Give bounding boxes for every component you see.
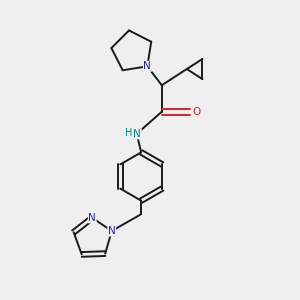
Text: N: N [88, 213, 96, 223]
Text: N: N [134, 129, 141, 139]
Text: O: O [192, 107, 200, 117]
Text: N: N [143, 61, 151, 71]
Text: H: H [125, 128, 132, 138]
Text: N: N [108, 226, 116, 236]
